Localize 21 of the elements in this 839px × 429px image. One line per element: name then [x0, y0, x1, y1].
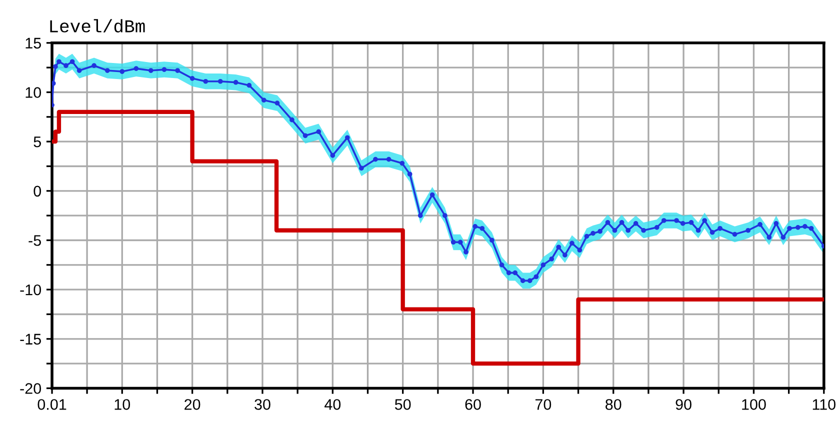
x-tick-label: 70: [535, 399, 552, 410]
x-tick-label: 80: [606, 399, 622, 410]
x-tick-label: 10: [114, 399, 130, 410]
x-tick-label: 50: [394, 399, 411, 410]
y-tick-label: -5: [28, 235, 41, 246]
x-tick-label: 100: [742, 399, 766, 410]
y-tick-label: 15: [26, 38, 41, 49]
y-tick-label: 5: [34, 136, 41, 148]
x-tick-label: 40: [324, 399, 341, 410]
y-tick-label: -10: [20, 284, 42, 296]
y-tick-label: 10: [26, 87, 42, 98]
y-tick-label: -15: [20, 334, 41, 345]
x-tick-label: 90: [676, 399, 692, 410]
x-tick-label: 110: [812, 399, 836, 410]
x-tick-label: 30: [254, 399, 270, 410]
y-tick-label: 0: [34, 186, 42, 197]
y-tick-label: -20: [20, 383, 42, 394]
y-axis-title: Level/dBm: [50, 19, 145, 32]
x-tick-label: 60: [465, 399, 481, 410]
x-tick-label: 20: [184, 399, 200, 410]
x-tick-label: 0.01: [38, 399, 66, 410]
